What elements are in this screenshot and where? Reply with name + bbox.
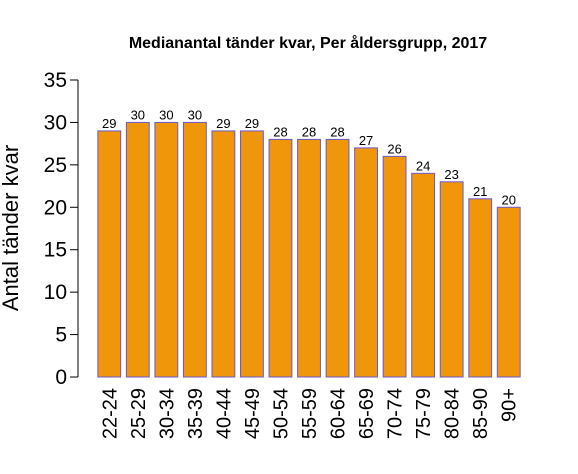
bar xyxy=(468,198,493,378)
x-tick-label: 60-64 xyxy=(328,388,350,439)
data-label: 30 xyxy=(188,107,202,122)
bar xyxy=(382,155,407,378)
data-label: 26 xyxy=(387,141,401,156)
bar xyxy=(297,138,321,378)
bar xyxy=(240,130,264,378)
y-axis: 0 5 10 15 20 25 30 35 xyxy=(44,69,79,389)
bar xyxy=(97,130,122,378)
x-tick-label: 22-24 xyxy=(99,388,121,439)
x-tick-label: 30-34 xyxy=(156,388,178,439)
y-axis-label: Antal tänder kvar xyxy=(0,145,23,311)
bar xyxy=(354,147,378,378)
x-tick-label: 85-90 xyxy=(470,388,492,439)
bar xyxy=(496,206,521,378)
data-label: 24 xyxy=(416,158,430,173)
x-tick-label: 25-29 xyxy=(128,388,150,439)
data-label: 28 xyxy=(273,124,287,139)
data-label: 30 xyxy=(159,107,173,122)
bar xyxy=(182,121,207,378)
x-tick-label: 65-69 xyxy=(356,388,378,439)
bars xyxy=(97,121,521,378)
data-label: 27 xyxy=(359,133,373,148)
y-tick-label: 25 xyxy=(44,154,67,177)
data-label: 29 xyxy=(102,116,116,131)
bar xyxy=(325,138,350,378)
data-label: 20 xyxy=(501,192,515,207)
y-tick-label: 5 xyxy=(55,324,67,347)
data-label: 29 xyxy=(245,116,259,131)
bar xyxy=(268,138,293,378)
data-label: 30 xyxy=(131,107,145,122)
bar xyxy=(154,121,179,378)
data-label: 28 xyxy=(330,124,344,139)
y-tick-label: 30 xyxy=(44,111,67,134)
x-tick-label: 50-54 xyxy=(270,388,292,439)
x-tick-label: 70-74 xyxy=(385,388,407,439)
data-label: 21 xyxy=(473,184,487,199)
data-labels: 29 30 30 30 29 29 28 28 28 27 26 24 23 21 20 xyxy=(102,107,516,207)
bar xyxy=(439,181,464,378)
x-axis-tick-labels: 22-24 25-29 30-34 35-39 40-44 45-49 50-54 55-59… xyxy=(99,388,520,439)
x-tick-label: 75-79 xyxy=(413,388,435,439)
data-label: 23 xyxy=(444,167,458,182)
x-tick-label: 80-84 xyxy=(442,388,464,439)
y-tick-label: 10 xyxy=(44,281,67,304)
x-tick-label: 55-59 xyxy=(299,388,321,439)
chart-title: Medianantal tänder kvar, Per åldersgrupp… xyxy=(129,34,487,52)
x-tick-label: 90+ xyxy=(499,388,521,422)
bar xyxy=(125,121,150,378)
x-tick-label: 40-44 xyxy=(213,388,235,439)
x-tick-label: 45-49 xyxy=(242,388,264,439)
bar xyxy=(411,172,436,378)
y-tick-label: 0 xyxy=(55,366,67,389)
y-tick-label: 35 xyxy=(44,69,67,92)
data-label: 29 xyxy=(216,116,230,131)
data-label: 28 xyxy=(302,124,316,139)
y-tick-label: 15 xyxy=(44,239,67,262)
y-tick-label: 20 xyxy=(44,196,67,219)
x-tick-label: 35-39 xyxy=(185,388,207,439)
bar xyxy=(211,130,236,378)
